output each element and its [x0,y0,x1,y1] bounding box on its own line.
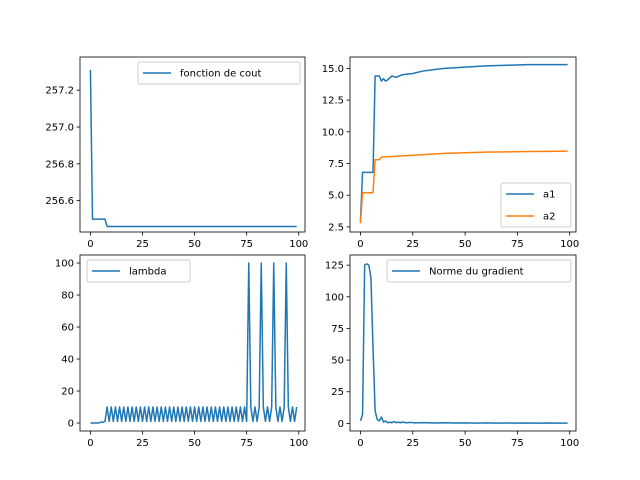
y-tick-label: 100 [55,259,74,270]
y-tick-label: 60 [61,323,74,334]
y-tick-label: 10.0 [322,127,344,138]
y-tick-label: 40 [61,355,74,366]
y-tick-label: 15.0 [322,64,344,75]
x-tick-label: 75 [240,239,253,250]
axes-frame [349,254,577,432]
y-tick-label: 75 [331,324,344,335]
x-tick-label: 50 [188,239,201,250]
y-tick-label: 80 [61,291,74,302]
y-tick-label: 257.2 [45,86,74,97]
subplot-2: 0 25 50 75 100 2.5 5.0 7.5 10.0 12.5 15.0 a1 a2 [322,56,579,250]
x-tick-label: 100 [560,438,579,449]
x-tick-label: 100 [560,239,579,250]
axes-frame [79,254,306,432]
y-tick-label: 5.0 [328,191,344,202]
x-tick-label: 75 [511,239,524,250]
legend-box [137,61,301,85]
x-tick-label: 0 [87,239,93,250]
x-tick-label: 50 [459,438,472,449]
y-tick-label: 2.5 [328,222,344,233]
series-line-1 [90,262,298,424]
series-line-1 [89,69,297,228]
y-tick-label: 25 [331,387,344,398]
x-tick-label: 25 [406,239,419,250]
legend: fonction de cout [137,61,301,85]
series-line-2 [359,150,568,224]
legend-label: fonction de cout [180,69,261,80]
subplot-4: 0 25 50 75 100 0 25 50 75 100 125 Norme du gradient [325,254,579,449]
x-tick-label: 75 [511,438,524,449]
legend-label: a2 [543,212,556,223]
y-tick-label: 12.5 [322,96,344,107]
axes-frame [79,56,306,233]
y-tick-label: 100 [325,292,344,303]
axes-frame [349,56,577,233]
x-tick-label: 0 [357,239,363,250]
legend-label: Norme du gradient [429,267,524,278]
y-tick-label: 0 [338,419,344,430]
x-tick-label: 0 [357,438,363,449]
x-tick-label: 0 [87,438,93,449]
y-tick-label: 125 [325,261,344,272]
y-tick-label: 256.8 [45,159,74,170]
x-tick-label: 100 [289,239,308,250]
y-tick-label: 7.5 [328,159,344,170]
legend: lambda [86,259,191,283]
subplot-3: 0 25 50 75 100 0 20 40 60 80 100 lambda [55,254,308,449]
x-tick-label: 50 [459,239,472,250]
legend-box [86,259,191,283]
y-tick-label: 257.0 [45,123,74,134]
y-tick-label: 256.6 [45,196,74,207]
legend-label: a1 [543,190,556,201]
legend-label: lambda [129,267,166,278]
y-tick-label: 0 [68,419,74,430]
legend-box [386,259,572,283]
x-tick-label: 25 [136,438,149,449]
legend: a1 a2 [500,182,572,228]
series-line-1 [359,63,568,221]
y-tick-label: 20 [61,387,74,398]
x-tick-label: 50 [188,438,201,449]
x-tick-label: 100 [289,438,308,449]
x-tick-label: 25 [406,438,419,449]
subplot-1: 0 25 50 75 100 256.6 256.8 257.0 257.2 fonction d… [45,56,308,250]
x-tick-label: 75 [240,438,253,449]
x-tick-label: 25 [136,239,149,250]
legend-box [500,182,572,228]
legend: Norme du gradient [386,259,572,283]
series-line-1 [359,263,568,424]
y-tick-label: 50 [331,356,344,367]
